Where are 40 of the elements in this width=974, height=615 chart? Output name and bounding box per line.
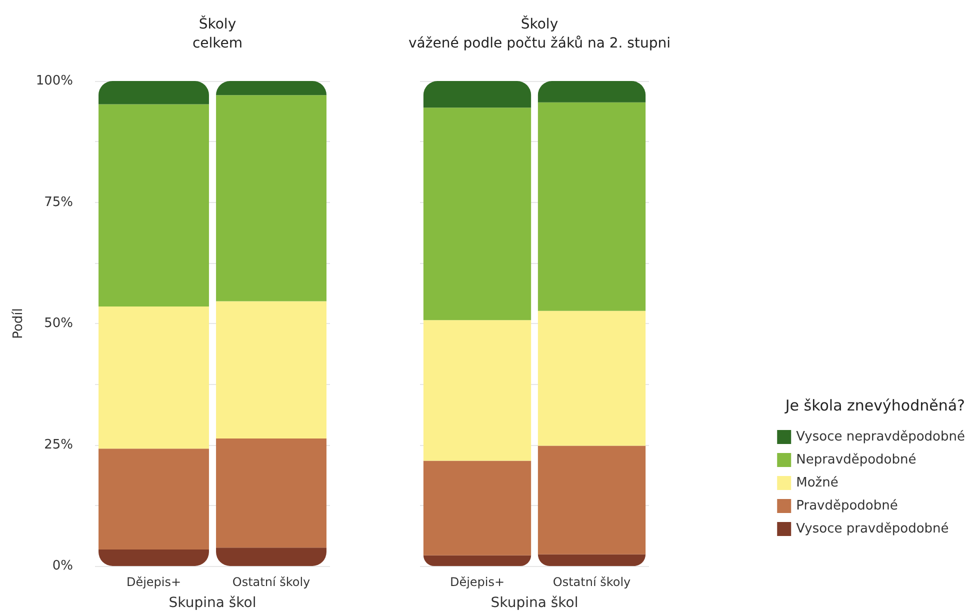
bar (538, 102, 646, 311)
chart-title: Školy celkem (192, 16, 243, 52)
y-tick-label: 75% (44, 194, 73, 210)
bar (423, 460, 532, 556)
x-axis-title: Skupina škol (490, 595, 578, 611)
bar (216, 301, 326, 438)
x-tick-label: Ostatní školy (552, 575, 631, 589)
bar (538, 554, 646, 566)
bar (538, 81, 646, 102)
bar (98, 81, 209, 104)
bar (98, 550, 209, 566)
bar (423, 555, 532, 566)
bar (538, 446, 646, 554)
bar (216, 438, 326, 548)
y-tick-label: 50% (44, 316, 73, 331)
legend-label: Nepravděpodobné (796, 452, 916, 468)
x-tick-label: Dějepis+ (126, 575, 182, 589)
y-axis-title: Podíl (10, 308, 26, 339)
bar (216, 95, 326, 302)
x-tick-label: Ostatní školy (232, 575, 310, 589)
x-tick-label: Dějepis+ (450, 575, 505, 589)
bar (423, 108, 532, 320)
legend-label: Pravděpodobné (796, 498, 898, 514)
y-tick-label: 0% (52, 558, 73, 574)
bar (538, 310, 646, 446)
bar (98, 306, 209, 449)
legend-label: Vysoce pravděpodobné (796, 522, 949, 536)
bar (98, 448, 209, 550)
legend-title: Je škola znevýhodněná? (784, 396, 965, 414)
legend-label: Možné (796, 476, 838, 490)
bar (423, 81, 532, 108)
y-tick-label: 25% (44, 437, 73, 452)
bar (216, 548, 326, 566)
x-axis-title: Skupina škol (168, 595, 256, 611)
bar (216, 81, 326, 96)
y-tick-label: 100% (36, 74, 73, 88)
bar (423, 320, 532, 461)
bar (98, 104, 209, 307)
legend-label: Vysoce nepravděpodobné (796, 430, 966, 444)
chart-title: Školy vážené podle počtu žáků na 2. stupni (408, 16, 670, 52)
